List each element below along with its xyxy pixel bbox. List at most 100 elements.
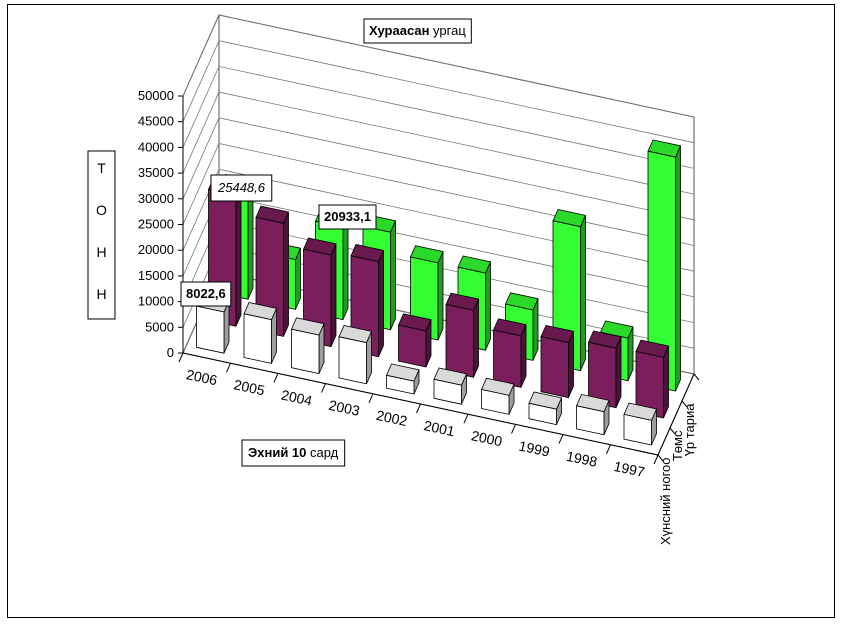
bar-side (342, 215, 349, 320)
bar-0-1999 (528, 391, 563, 426)
x-tick (511, 424, 516, 434)
bar-0-1998 (575, 393, 610, 436)
bar-side (675, 145, 681, 392)
bar-side (235, 183, 242, 327)
x-axis-line (182, 352, 659, 456)
y-tick-label: 0 (167, 345, 174, 360)
annotation-value-text: 25448,6 (217, 180, 266, 195)
x-tick-label: 2002 (375, 407, 409, 429)
bar-front (576, 405, 605, 436)
y-tick-label: 20000 (138, 242, 174, 257)
bar-0-2005 (243, 302, 278, 364)
bar-front (386, 374, 415, 395)
series-label: Хүнсний ногоо (658, 458, 673, 546)
series-tick (693, 373, 700, 381)
x-tick (226, 362, 231, 373)
bar-0-2002 (385, 363, 420, 395)
gridline (182, 40, 695, 144)
bar-1-1997 (635, 339, 670, 419)
bar-front (196, 305, 225, 354)
series-tick (669, 427, 676, 435)
y-tick-label: 30000 (138, 191, 174, 206)
bar-front (338, 336, 367, 385)
text-span: Хураасан (369, 23, 429, 38)
y-tick-label: 5000 (145, 319, 174, 334)
bar-2-1997 (647, 139, 682, 392)
gridline (182, 65, 695, 169)
annotation-value-box (180, 281, 232, 307)
x-axis-title-text: Эхний 10 сард (248, 445, 339, 460)
bar-side (390, 220, 396, 330)
bar-front (433, 378, 462, 405)
y-axis: 0 5000 10000 15000 20000 25000 30000 35000 40000… (138, 88, 184, 360)
bar-front (528, 402, 557, 426)
bar-side (473, 298, 479, 378)
x-tick-label: 2004 (280, 387, 314, 409)
gridline (182, 91, 695, 195)
annotation-value-box (210, 174, 273, 202)
x-tick (606, 444, 611, 455)
x-tick (273, 373, 279, 383)
annotation-value: 20933,1 (318, 204, 377, 230)
gridline (182, 117, 695, 221)
bar-front (481, 389, 510, 415)
bar-side (378, 250, 384, 357)
bar-front (540, 336, 569, 399)
y-axis-title-letter: Т (97, 160, 106, 176)
series-label: Төмс (670, 430, 685, 461)
bar-side (663, 345, 669, 419)
y-axis-title-letter: Н (96, 286, 106, 302)
chart-labels: Хураасан ургац Эхний 10 сард Т О Н Н 8022,6 254… (87, 18, 472, 467)
text-span: 8022,6 (186, 286, 226, 301)
x-tick (463, 413, 469, 424)
bar-side (437, 251, 444, 341)
bar-1-1999 (540, 324, 575, 399)
bar-side (615, 336, 622, 408)
chart-title-text: Хураасан ургац (369, 23, 466, 38)
x-tick (178, 352, 184, 363)
annotation-value: 25448,6 (210, 174, 273, 202)
text-span: 20933,1 (324, 209, 371, 224)
y-tick-label: 45000 (138, 114, 174, 129)
gridline (182, 14, 695, 118)
bar-0-2004 (290, 317, 325, 375)
bar-side (485, 261, 491, 351)
gridline (182, 143, 695, 246)
bar-1-2001 (445, 292, 480, 378)
bar-front (623, 413, 652, 446)
bar-front (445, 304, 474, 378)
series-axis-line (657, 373, 695, 456)
bar-front (493, 329, 522, 388)
text-span: ургац (429, 23, 466, 38)
x-axis-title: Эхний 10 сард (241, 439, 346, 467)
bar-side (330, 243, 337, 347)
text-span: 25448,6 (217, 180, 266, 195)
x-tick-label: 2000 (470, 427, 504, 449)
bar-side (283, 211, 289, 337)
gridline (182, 168, 695, 272)
y-axis-title: Т О Н Н (87, 150, 116, 320)
chart-bars (195, 139, 682, 446)
x-tick-label: 1997 (612, 458, 646, 480)
x-tick-label: 1998 (565, 448, 599, 470)
y-axis-title-box (87, 150, 116, 320)
bar-0-2000 (480, 377, 515, 415)
bar-1-1998 (587, 330, 622, 409)
x-tick (416, 403, 421, 414)
x-axis: 2006 2005 2004 2003 2002 2001 2000 1999 1998 1997 (178, 352, 659, 480)
annotation-value-box (318, 204, 377, 230)
series-label: Үр тариа (682, 403, 697, 457)
y-axis-title-letter: Н (96, 244, 106, 260)
chart-title: Хураасан ургац (363, 18, 472, 44)
bar-front (398, 324, 427, 368)
x-tick (653, 454, 659, 465)
y-tick-label: 15000 (138, 268, 174, 283)
chart-title-box (363, 18, 472, 44)
y-tick-label: 10000 (138, 294, 174, 309)
bar-1-2000 (492, 318, 527, 388)
bar-0-1997 (623, 402, 658, 446)
x-tick (321, 383, 326, 393)
chart-frame: 0 5000 10000 15000 20000 25000 30000 35000 40000… (7, 4, 835, 618)
series-tick (681, 400, 688, 408)
